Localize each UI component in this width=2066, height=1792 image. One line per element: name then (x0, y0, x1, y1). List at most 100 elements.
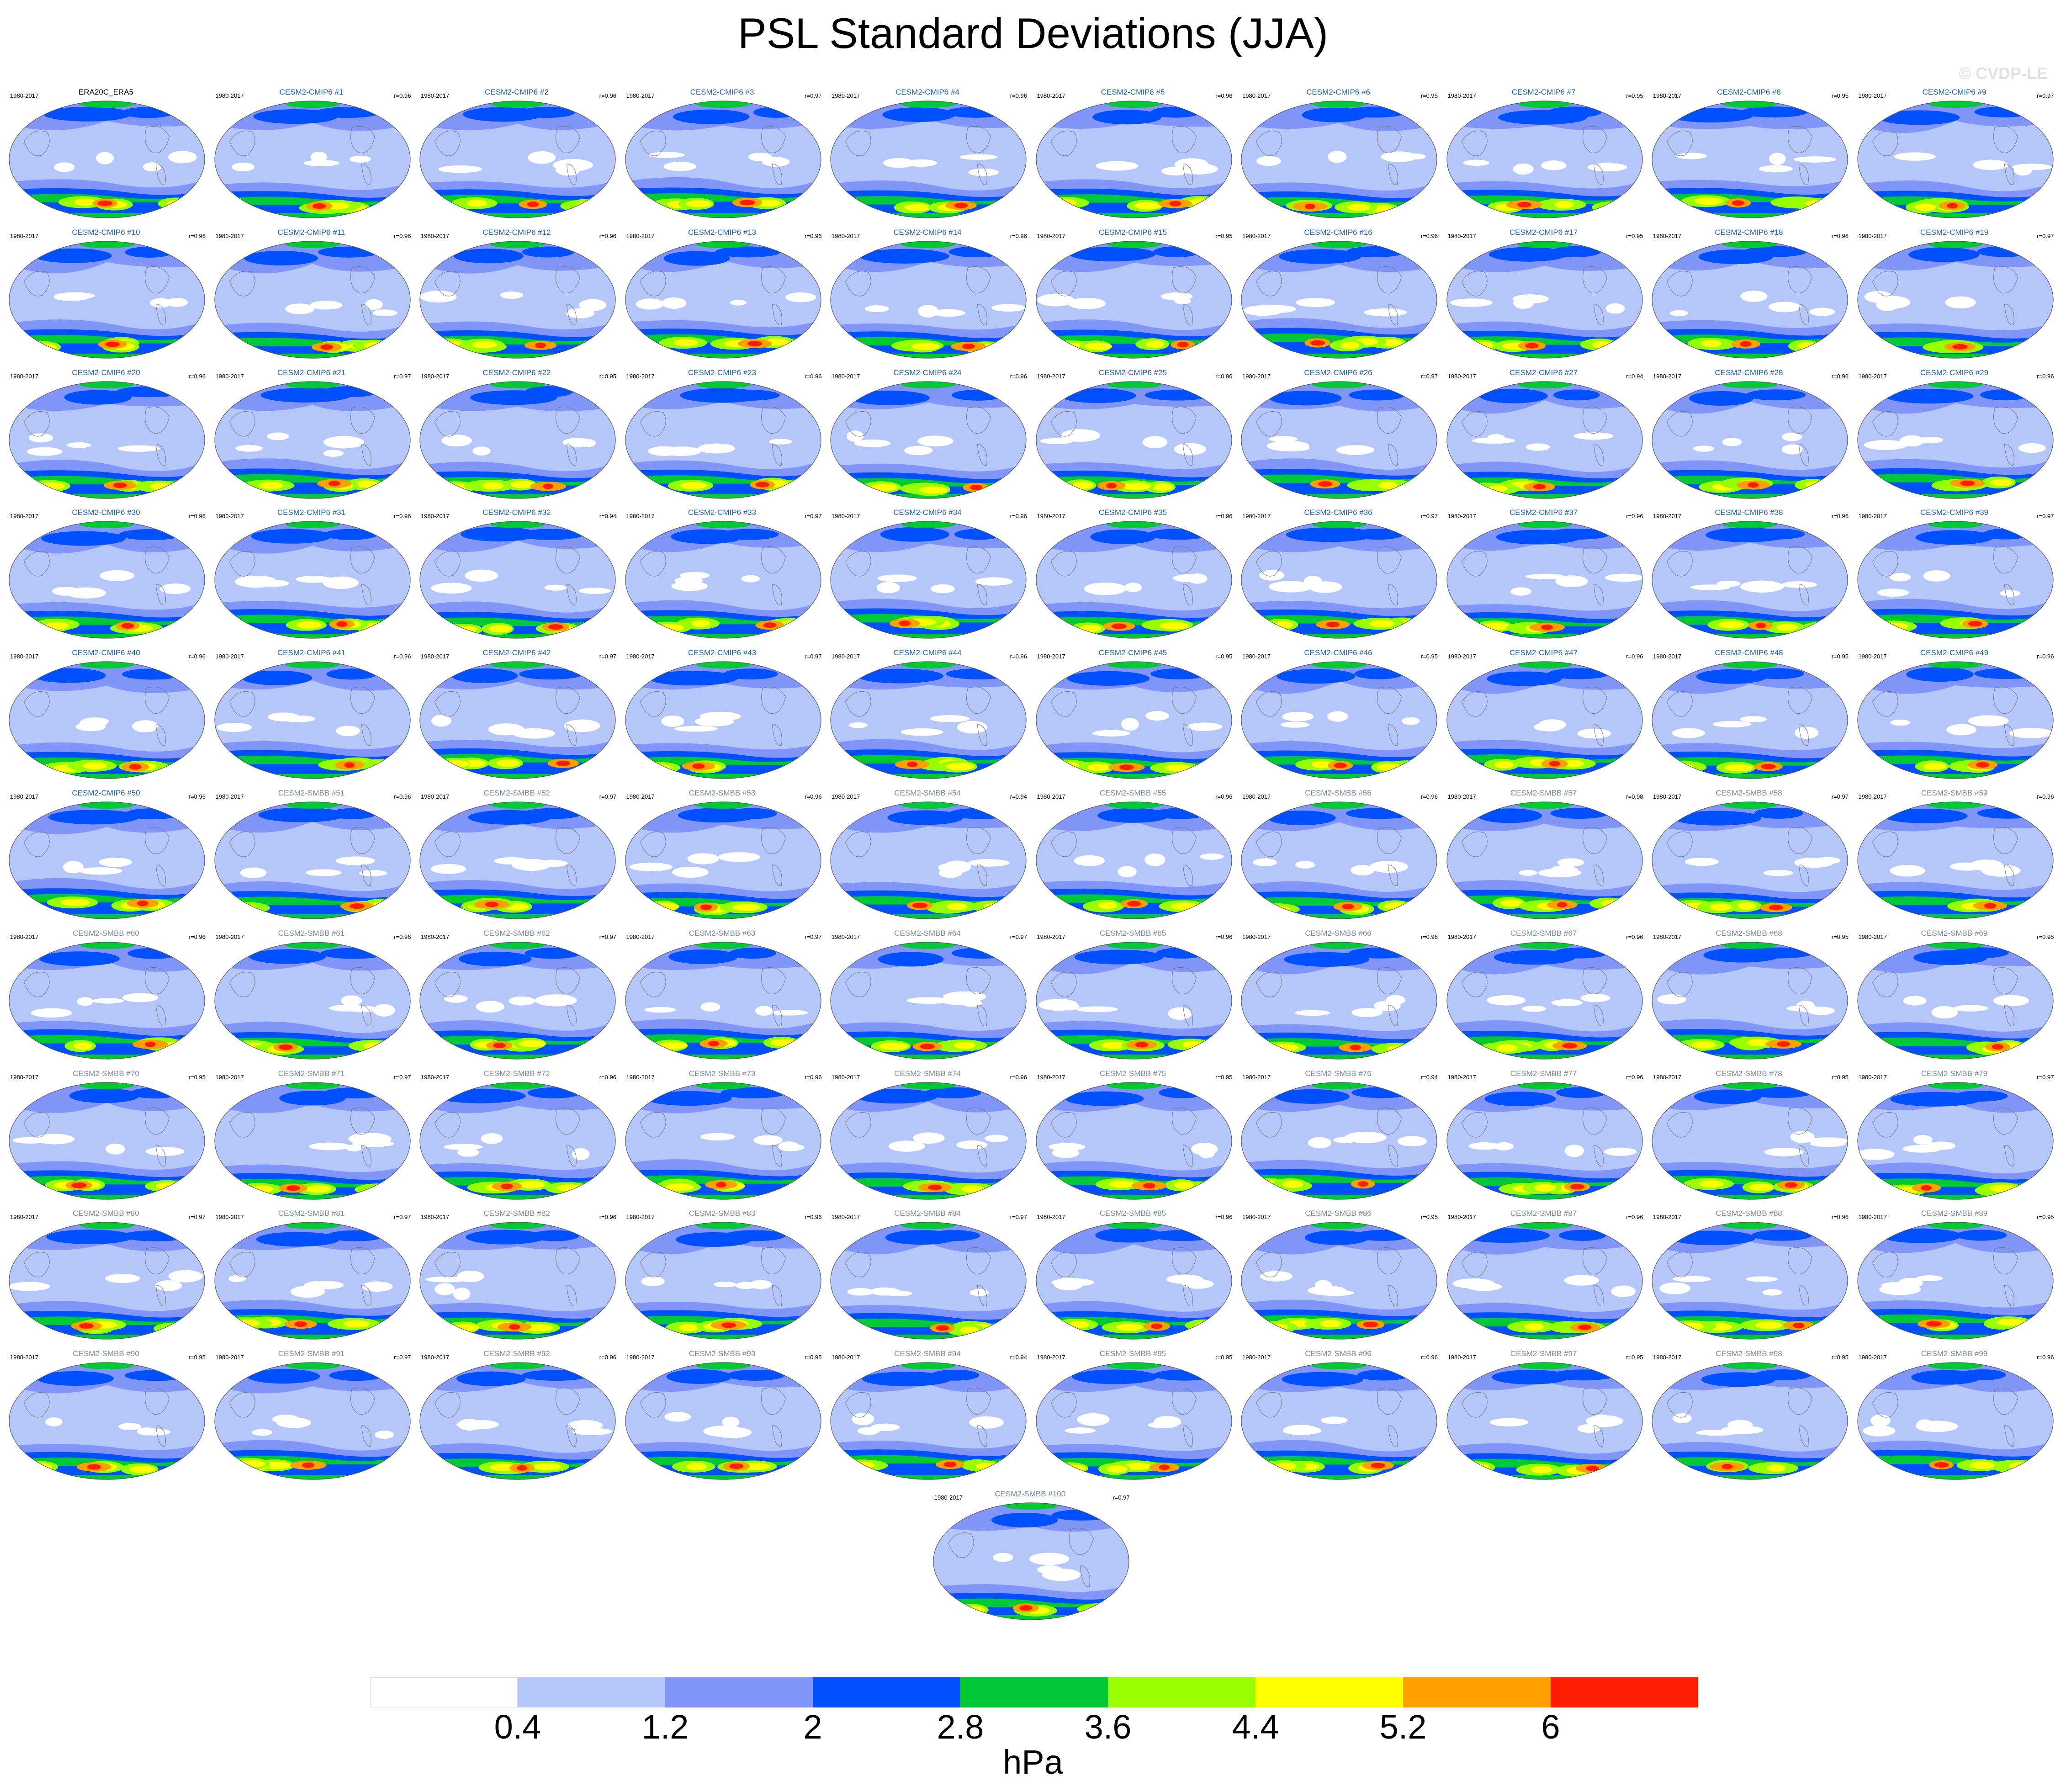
panel-title: CESM2-CMIP6 #22 (482, 368, 551, 377)
panel-years: 1980-2017 (1447, 1354, 1476, 1361)
panel-correlation: r=0.96 (599, 92, 616, 99)
panel-title: CESM2-SMBB #82 (483, 1209, 550, 1218)
map-panel: 1980-2017 CESM2-CMIP6 #8 r=0.95 (1647, 85, 1851, 225)
panel-correlation: r=0.95 (1831, 653, 1849, 660)
panel-correlation: r=0.96 (394, 513, 411, 520)
panel-title: CESM2-CMIP6 #29 (1920, 368, 1989, 377)
map-panel: 1980-2017 CESM2-CMIP6 #39 r=0.97 (1852, 505, 2057, 645)
colorbar-tick-label: 2 (803, 1708, 822, 1746)
panel-years: 1980-2017 (832, 1354, 860, 1361)
panel-correlation: r=0.95 (2037, 933, 2054, 940)
map-panel: 1980-2017 CESM2-CMIP6 #32 r=0.94 (414, 505, 619, 645)
panel-title: CESM2-CMIP6 #6 (1306, 88, 1370, 96)
globe-map (1035, 1362, 1232, 1480)
panel-title: CESM2-SMBB #65 (1099, 928, 1166, 938)
globe-map (1652, 101, 1848, 218)
map-panel: 1980-2017 CESM2-SMBB #55 r=0.96 (1031, 786, 1235, 926)
panel-correlation: r=0.95 (1420, 92, 1438, 99)
panel-title: CESM2-CMIP6 #48 (1715, 648, 1783, 657)
panel-title: CESM2-CMIP6 #28 (1715, 368, 1783, 377)
panel-correlation: r=0.97 (2037, 232, 2054, 239)
panel-title: CESM2-SMBB #57 (1510, 789, 1577, 797)
panel-title: CESM2-SMBB #58 (1716, 789, 1782, 797)
map-panel: 1980-2017 CESM2-SMBB #93 r=0.95 (620, 1347, 825, 1486)
panel-title: CESM2-CMIP6 #42 (482, 648, 551, 657)
panel-correlation: r=0.95 (1626, 92, 1643, 99)
panel-correlation: r=0.96 (394, 793, 411, 800)
map-panel: 1980-2017 CESM2-SMBB #92 r=0.96 (414, 1347, 619, 1486)
map-panel: 1980-2017 CESM2-CMIP6 #33 r=0.97 (620, 505, 825, 645)
globe-map (1446, 241, 1643, 359)
panel-title: CESM2-CMIP6 #41 (277, 648, 346, 657)
panel-correlation: r=0.96 (805, 1073, 822, 1081)
globe-map (214, 1222, 411, 1340)
panel-title: CESM2-SMBB #70 (73, 1069, 139, 1078)
panel-correlation: r=0.96 (1420, 793, 1438, 800)
globe-map (1857, 1222, 2054, 1340)
panel-years: 1980-2017 (832, 232, 860, 239)
panel-years: 1980-2017 (1447, 232, 1476, 239)
panel-correlation: r=0.95 (1831, 92, 1849, 99)
globe-map (830, 801, 1027, 919)
panel-years: 1980-2017 (626, 232, 655, 239)
map-panel: 1980-2017 CESM2-CMIP6 #27 r=0.94 (1441, 366, 1646, 505)
map-panel: 1980-2017 CESM2-CMIP6 #24 r=0.96 (825, 366, 1030, 505)
map-panel: 1980-2017 CESM2-CMIP6 #18 r=0.96 (1647, 225, 1851, 365)
panel-title: CESM2-CMIP6 #37 (1509, 508, 1578, 517)
panel-title: CESM2-CMIP6 #19 (1920, 228, 1989, 237)
panel-correlation: r=0.95 (188, 1354, 206, 1361)
globe-map (1446, 1362, 1643, 1480)
globe-map (1652, 661, 1848, 779)
map-panel: 1980-2017 CESM2-CMIP6 #20 r=0.96 (4, 366, 208, 505)
panel-title: CESM2-CMIP6 #27 (1509, 368, 1578, 377)
map-panel: 1980-2017 CESM2-CMIP6 #16 r=0.96 (1236, 225, 1441, 365)
map-panel: 1980-2017 CESM2-SMBB #91 r=0.97 (209, 1347, 414, 1486)
panel-years: 1980-2017 (1037, 232, 1065, 239)
globe-map (1652, 801, 1848, 919)
map-panel: 1980-2017 CESM2-SMBB #63 r=0.97 (620, 926, 825, 1066)
map-panel: 1980-2017 CESM2-CMIP6 #13 r=0.96 (620, 225, 825, 365)
panel-correlation: r=0.96 (2037, 372, 2054, 380)
map-panel: 1980-2017 CESM2-CMIP6 #34 r=0.96 (825, 505, 1030, 645)
panel-years: 1980-2017 (10, 372, 39, 380)
map-panel: 1980-2017 CESM2-CMIP6 #4 r=0.96 (825, 85, 1030, 225)
map-panel: 1980-2017 CESM2-SMBB #62 r=0.97 (414, 926, 619, 1066)
panel-title: CESM2-CMIP6 #34 (893, 508, 962, 517)
panel-correlation: r=0.97 (599, 793, 616, 800)
panel-title: CESM2-CMIP6 #20 (72, 368, 140, 377)
map-panel: 1980-2017 CESM2-SMBB #64 r=0.97 (825, 926, 1030, 1066)
panel-years: 1980-2017 (1242, 653, 1271, 660)
panel-title: CESM2-CMIP6 #47 (1509, 648, 1578, 657)
panel-title: CESM2-CMIP6 #18 (1715, 228, 1783, 237)
globe-map (933, 1502, 1129, 1620)
globe-map (9, 942, 205, 1060)
panel-correlation: r=0.97 (805, 513, 822, 520)
map-panel: 1980-2017 CESM2-CMIP6 #14 r=0.96 (825, 225, 1030, 365)
panel-correlation: r=0.94 (1626, 372, 1643, 380)
globe-map (1652, 241, 1848, 359)
panel-years: 1980-2017 (626, 513, 655, 520)
globe-map (1652, 1362, 1848, 1480)
globe-map (830, 1082, 1027, 1200)
colorbar-tick-label: 4.4 (1232, 1708, 1279, 1746)
panel-years: 1980-2017 (1447, 372, 1476, 380)
map-panel: 1980-2017 CESM2-SMBB #100 r=0.97 (928, 1487, 1133, 1627)
map-panel: 1980-2017 CESM2-SMBB #58 r=0.97 (1647, 786, 1851, 926)
globe-map (1446, 381, 1643, 499)
globe-map (830, 942, 1027, 1060)
panel-correlation: r=0.96 (805, 1214, 822, 1221)
panel-years: 1980-2017 (1242, 513, 1271, 520)
panel-correlation: r=0.97 (805, 92, 822, 99)
globe-map (1857, 801, 2054, 919)
panel-years: 1980-2017 (1447, 1214, 1476, 1221)
panel-title: CESM2-SMBB #76 (1305, 1069, 1372, 1078)
panel-title: CESM2-SMBB #55 (1099, 789, 1166, 797)
panel-years: 1980-2017 (10, 513, 39, 520)
panel-title: CESM2-SMBB #67 (1510, 928, 1577, 938)
globe-map (1857, 101, 2054, 218)
panel-title: CESM2-CMIP6 #11 (277, 228, 345, 237)
panel-years: 1980-2017 (1858, 1214, 1887, 1221)
map-panel: 1980-2017 CESM2-CMIP6 #6 r=0.95 (1236, 85, 1441, 225)
panel-correlation: r=0.97 (394, 372, 411, 380)
panel-years: 1980-2017 (10, 1354, 39, 1361)
